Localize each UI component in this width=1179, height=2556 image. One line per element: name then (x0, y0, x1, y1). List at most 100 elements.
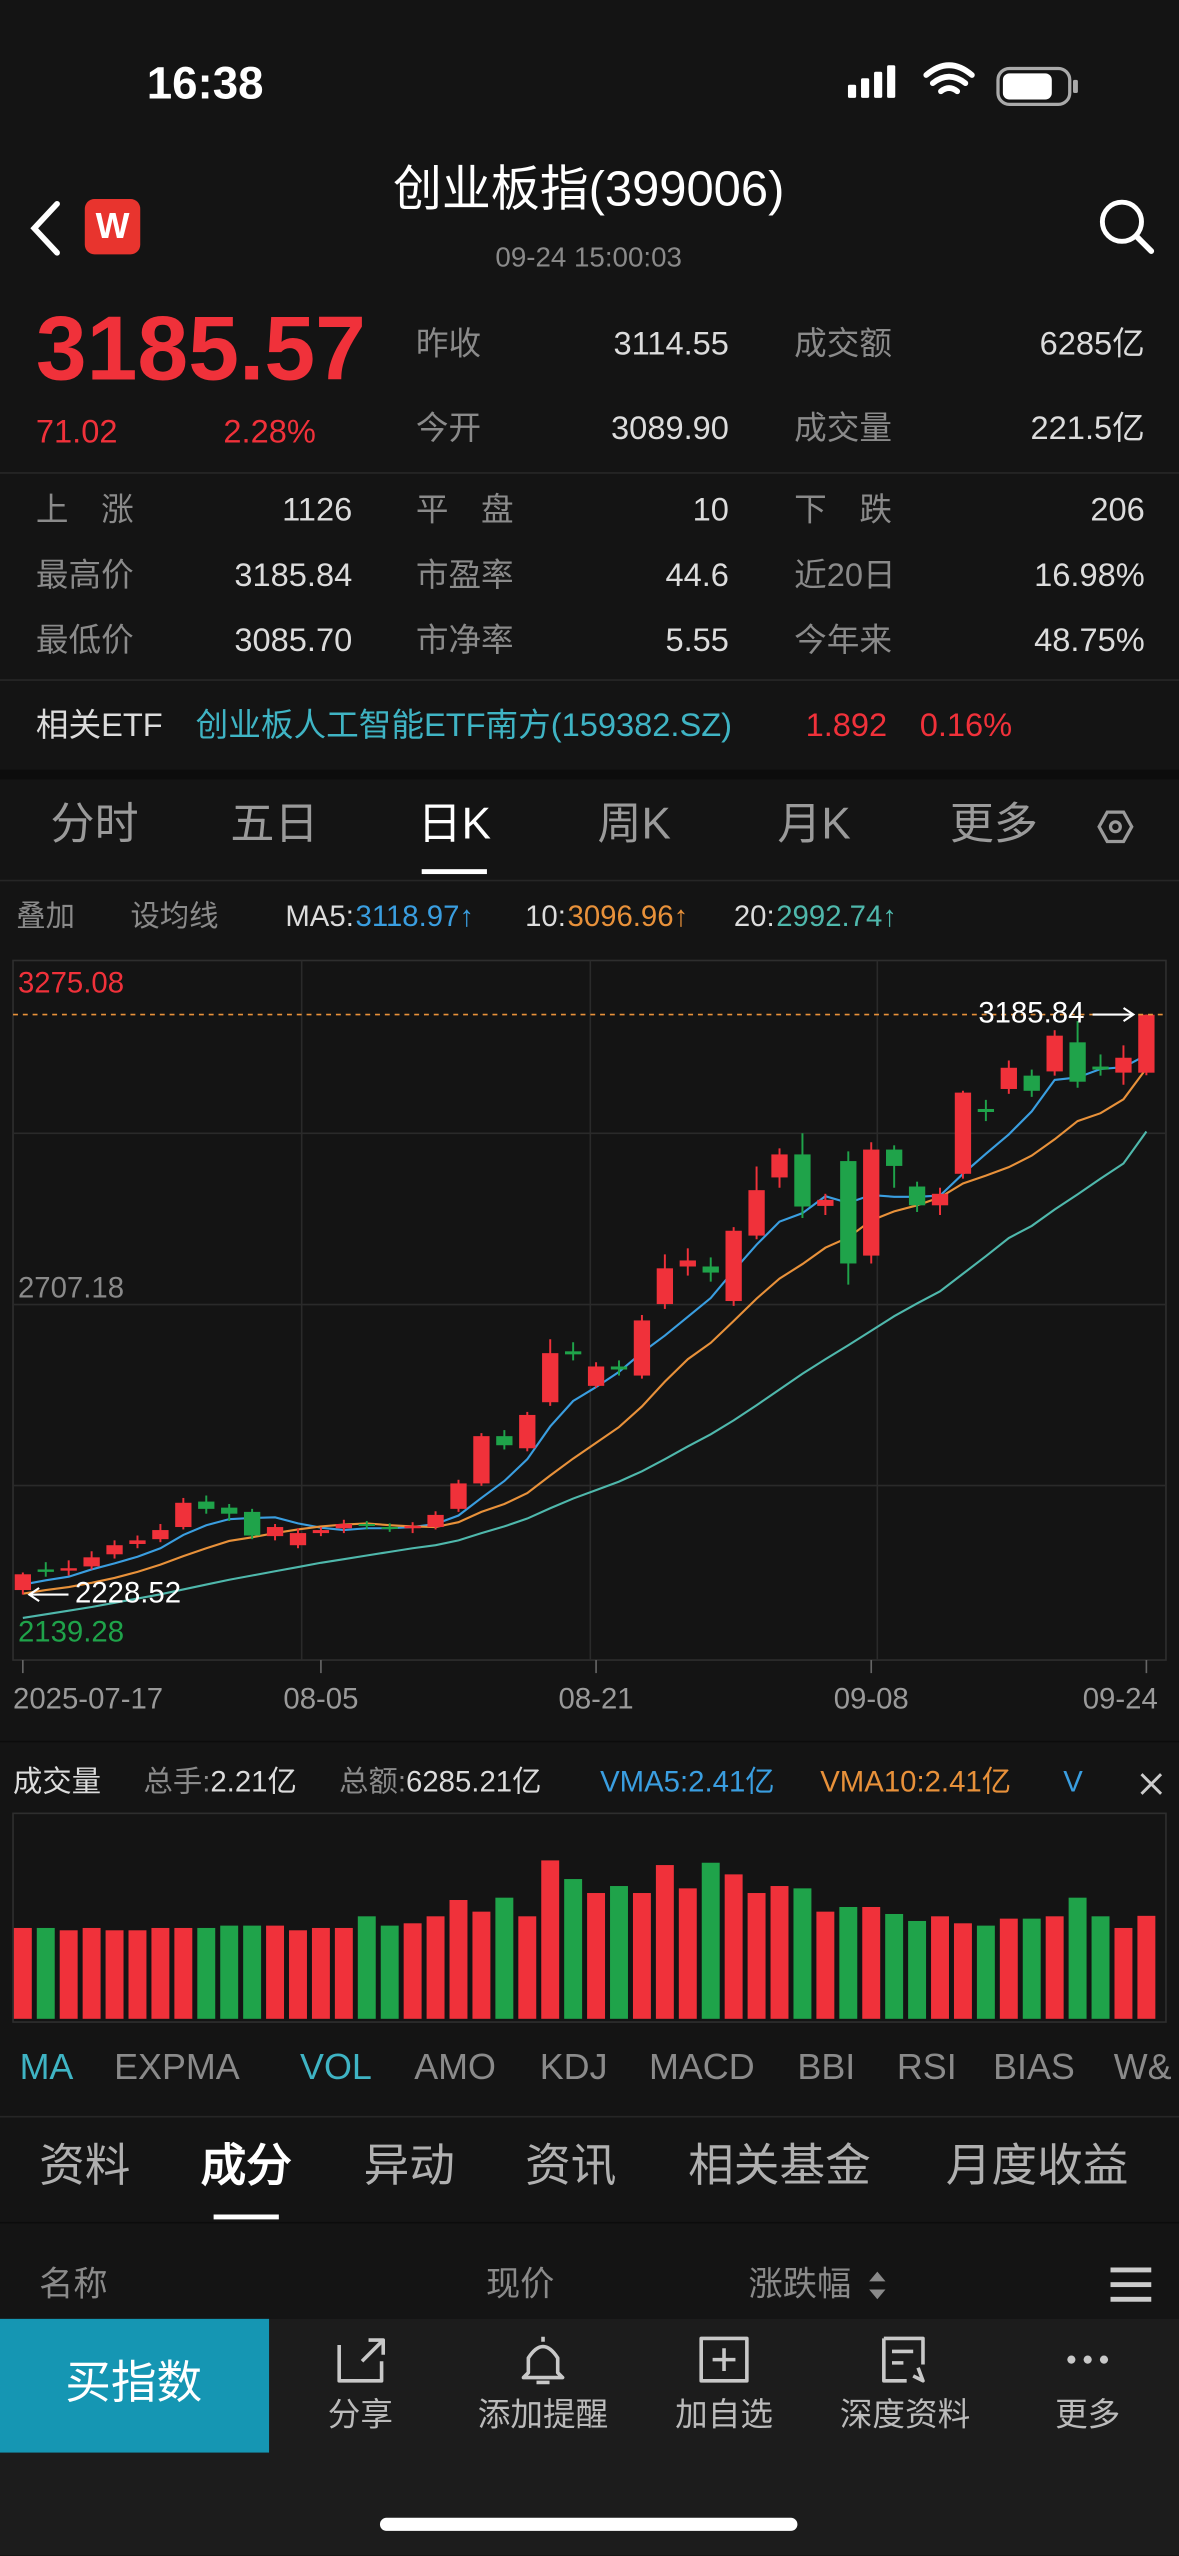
candle-body (129, 1540, 146, 1544)
column-header[interactable]: 涨跌幅 (748, 2265, 851, 2303)
candle-body (60, 1568, 77, 1571)
volume-bar (793, 1888, 812, 2019)
action-label[interactable]: 添加提醒 (478, 2395, 608, 2432)
volume-frame (12, 1812, 1167, 2023)
action-label[interactable]: 加自选 (675, 2395, 773, 2432)
x-tick-label: 2025-07-17 (13, 1683, 163, 1716)
period-tab[interactable]: 更多 (950, 799, 1038, 848)
action-label[interactable]: 更多 (1055, 2395, 1120, 2432)
vma5-label: VMA5:2.41亿 (600, 1766, 775, 1799)
ma-legend-value: 3118.97↑ (356, 900, 475, 933)
candle-body (1115, 1057, 1132, 1073)
candle-body (106, 1545, 123, 1555)
info-tab[interactable]: 月度收益 (946, 2140, 1129, 2191)
high-price-label: 3185.84 (978, 996, 1084, 1029)
column-header: 名称 (39, 2265, 107, 2303)
buy-button[interactable] (0, 2318, 270, 2453)
sort-icon (869, 2271, 886, 2300)
volume-bar (380, 1925, 399, 2019)
candle-body (83, 1557, 100, 1567)
volume-bar (701, 1862, 720, 2019)
period-tab[interactable]: 月K (777, 799, 850, 848)
price-change: 71.02 (36, 412, 118, 449)
volume-bar (197, 1927, 216, 2019)
stat-label: 平 盘 (416, 491, 514, 528)
period-tab[interactable]: 五日 (230, 799, 318, 848)
volume-bar (541, 1860, 560, 2019)
info-tab[interactable]: 相关基金 (688, 2140, 871, 2191)
stat-value: 3089.90 (611, 409, 729, 446)
candle-body (496, 1436, 513, 1446)
low-price-label: 2228.52 (75, 1576, 181, 1609)
action-icon-dot (1083, 2355, 1092, 2364)
amount-value: 6285.21亿 (406, 1766, 541, 1799)
volume-bar (1068, 1897, 1087, 2019)
volume-bar (1137, 1915, 1156, 2019)
info-tab[interactable]: 异动 (364, 2140, 455, 2191)
volume-bar (36, 1927, 55, 2019)
ma-legend-name: MA5: (285, 900, 354, 933)
info-tab[interactable]: 资料 (39, 2140, 130, 2191)
x-tick-label: 09-24 (1083, 1683, 1158, 1716)
stat-value: 3185.84 (234, 556, 352, 593)
candle-body (175, 1502, 192, 1528)
ma-legend-value: 3096.96↑ (568, 900, 689, 933)
last-price: 3185.57 (36, 298, 366, 400)
candle-body (931, 1193, 949, 1206)
indicator-tab[interactable]: BBI (797, 2047, 855, 2087)
candle-body (656, 1268, 674, 1305)
menu-icon-line (1110, 2282, 1152, 2288)
indicator-tab[interactable]: RSI (897, 2047, 957, 2087)
set-ma-button[interactable]: 设均线 (130, 900, 218, 933)
column-header: 现价 (486, 2265, 554, 2303)
candle-body (312, 1530, 330, 1534)
action-label[interactable]: 分享 (328, 2395, 393, 2432)
stat-value: 10 (693, 491, 729, 528)
volume-bar (953, 1923, 972, 2019)
period-tab[interactable]: 周K (597, 799, 670, 848)
stat-label: 昨收 (416, 324, 481, 361)
candle-body (679, 1260, 696, 1267)
indicator-tab[interactable]: AMO (414, 2047, 496, 2087)
search-icon[interactable] (1099, 199, 1144, 244)
volume-bar (816, 1911, 835, 2019)
stat-label: 今开 (416, 409, 481, 446)
stat-value: 6285亿 (1040, 324, 1145, 361)
stat-label: 成交额 (794, 324, 892, 361)
back-button[interactable] (30, 200, 60, 256)
candle-body (266, 1527, 284, 1537)
indicator-tab[interactable]: KDJ (540, 2047, 608, 2087)
stat-label: 市净率 (416, 621, 514, 658)
volume-bar (334, 1927, 353, 2019)
candle-body (977, 1108, 995, 1113)
period-tab[interactable]: 日K (418, 799, 491, 848)
action-icon-dot (1099, 2355, 1109, 2364)
indicator-tab[interactable]: BIAS (993, 2047, 1075, 2087)
volume-bar (1045, 1916, 1064, 2019)
candle-body (542, 1353, 559, 1403)
candle-body (519, 1414, 536, 1449)
info-tab[interactable]: 成分 (201, 2140, 293, 2191)
close-volume[interactable] (1140, 1773, 1163, 1795)
candle-body (427, 1514, 444, 1528)
indicator-tab[interactable]: MA (20, 2047, 74, 2087)
candle-body (1092, 1066, 1109, 1070)
period-tab[interactable]: 分时 (51, 799, 139, 848)
settings-icon[interactable] (1097, 810, 1134, 844)
candle-body (358, 1524, 375, 1526)
action-label[interactable]: 深度资料 (840, 2395, 970, 2432)
indicator-tab[interactable]: EXPMA (114, 2047, 240, 2087)
volume-bar (151, 1927, 170, 2019)
stat-value: 5.55 (665, 621, 728, 658)
info-tab[interactable]: 资讯 (525, 2140, 616, 2191)
overlay-button[interactable]: 叠加 (16, 900, 75, 933)
high-arrow (1092, 1007, 1136, 1022)
indicator-tab[interactable]: W& (1114, 2047, 1172, 2087)
etf-name[interactable]: 创业板人工智能ETF南方(159382.SZ) (196, 706, 732, 743)
volume-bar (1091, 1916, 1110, 2019)
indicator-tab[interactable]: MACD (649, 2047, 755, 2087)
menu-icon-line (1110, 2267, 1152, 2273)
indicator-tab[interactable]: VOL (300, 2047, 372, 2087)
candle-body (587, 1366, 605, 1386)
